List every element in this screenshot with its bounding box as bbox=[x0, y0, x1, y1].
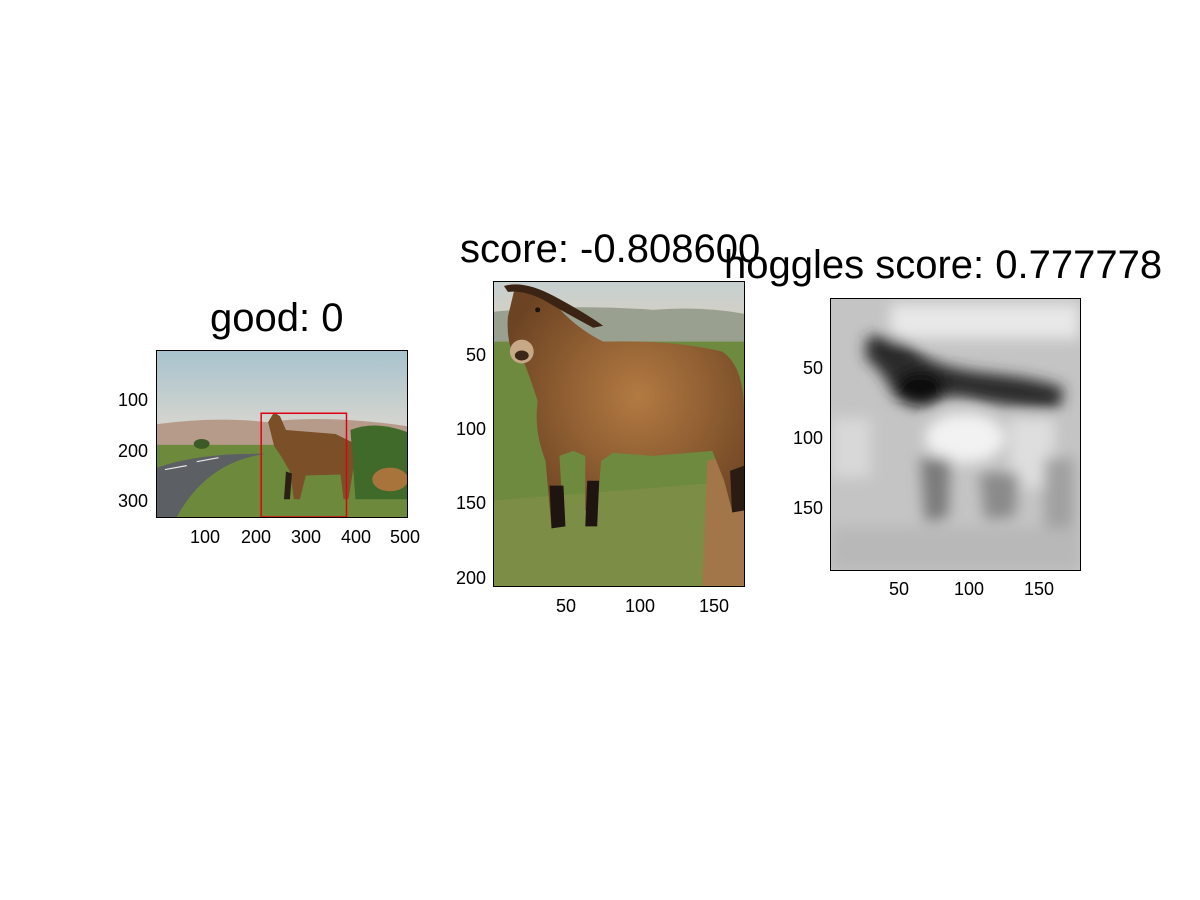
panel-1-ytick: 100 bbox=[117, 390, 148, 410]
panel-3-ytick: 50 bbox=[802, 358, 823, 378]
panel-3-image-axes bbox=[830, 298, 1081, 571]
panel-2-xtick: 150 bbox=[698, 596, 730, 616]
panel-1-image-axes bbox=[156, 350, 408, 518]
scene-image bbox=[157, 351, 407, 517]
bounding-box bbox=[260, 412, 348, 517]
panel-2-ytick: 200 bbox=[455, 568, 486, 588]
panel-3-xtick: 100 bbox=[953, 579, 985, 599]
panel-2-ytick: 150 bbox=[455, 493, 486, 513]
panel-1-xtick: 300 bbox=[290, 527, 322, 547]
panel-1-xtick: 200 bbox=[240, 527, 272, 547]
crop-image bbox=[494, 282, 744, 586]
panel-3-ytick: 100 bbox=[792, 428, 823, 448]
panel-1-xtick: 500 bbox=[389, 527, 421, 547]
panel-1-xtick: 400 bbox=[340, 527, 372, 547]
panel-2-ytick: 100 bbox=[455, 419, 486, 439]
panel-2-title: score: -0.808600 bbox=[460, 227, 761, 271]
panel-2-xtick: 100 bbox=[624, 596, 656, 616]
panel-2-ytick: 50 bbox=[465, 345, 486, 365]
panel-2-image-axes bbox=[493, 281, 745, 587]
panel-3-title: hoggles score: 0.777778 bbox=[724, 243, 1163, 287]
panel-1-ytick: 200 bbox=[117, 441, 148, 461]
panel-1-ytick: 300 bbox=[117, 491, 148, 511]
panel-3-xtick: 150 bbox=[1023, 579, 1055, 599]
hoggles-image bbox=[831, 299, 1080, 570]
panel-3-xtick: 50 bbox=[888, 579, 910, 599]
panel-3-ytick: 150 bbox=[792, 498, 823, 518]
panel-2-xtick: 50 bbox=[555, 596, 577, 616]
panel-1-xtick: 100 bbox=[189, 527, 221, 547]
panel-1-title: good: 0 bbox=[210, 296, 344, 340]
